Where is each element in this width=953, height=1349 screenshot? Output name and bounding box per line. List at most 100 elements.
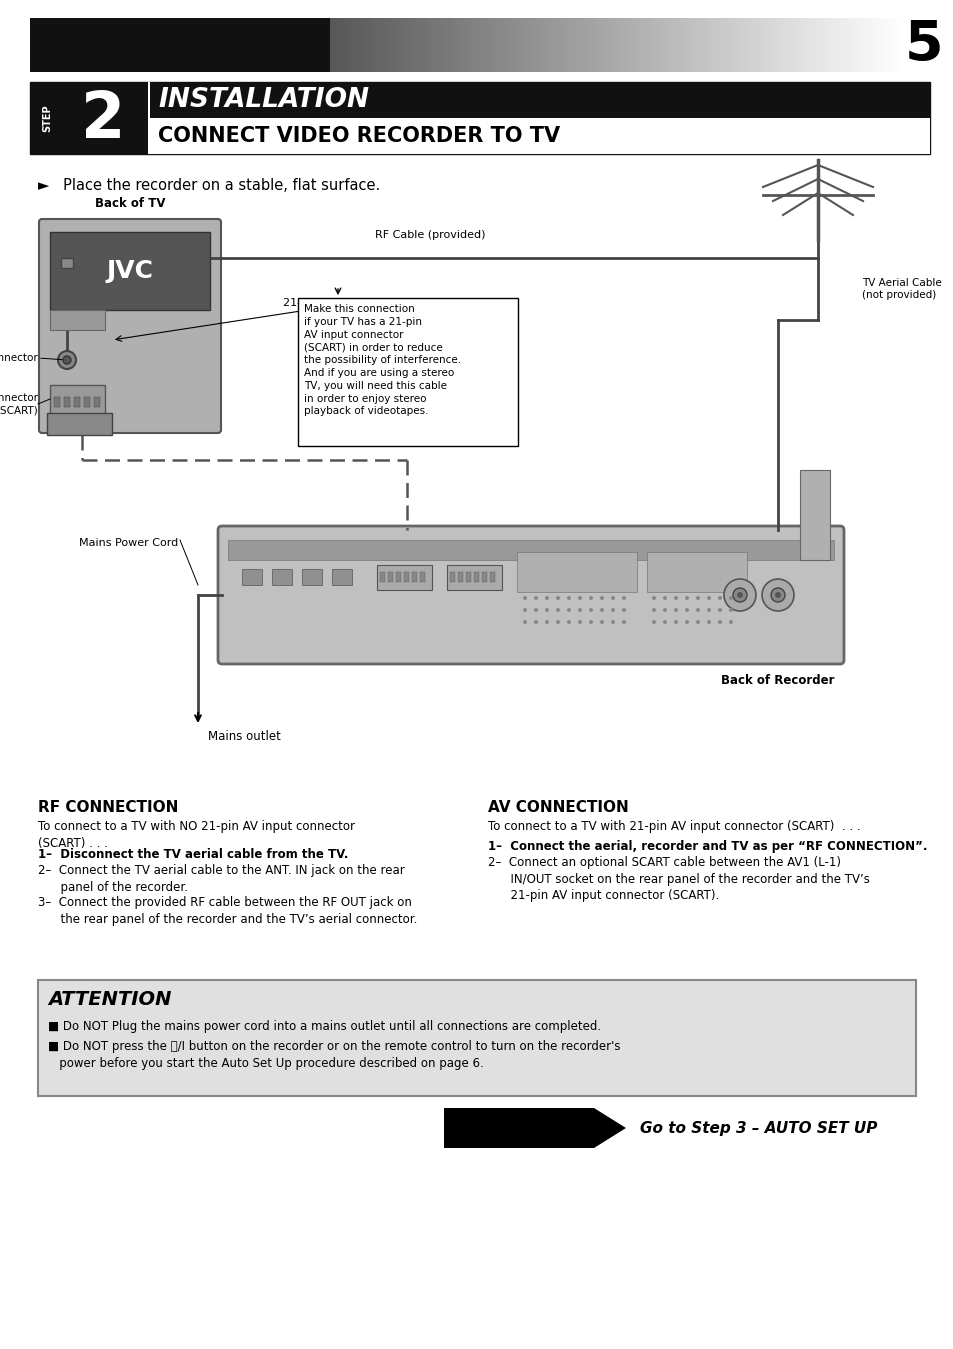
Text: Back of TV: Back of TV	[94, 197, 165, 210]
Text: 2–  Connect the TV aerial cable to the ANT. IN jack on the rear
      panel of t: 2– Connect the TV aerial cable to the AN…	[38, 863, 404, 893]
Circle shape	[662, 608, 666, 612]
Text: RF CONNECTION: RF CONNECTION	[38, 800, 178, 815]
Text: 3–  Connect the provided RF cable between the RF OUT jack on
      the rear pane: 3– Connect the provided RF cable between…	[38, 896, 417, 925]
Text: CONNECT VIDEO RECORDER TO TV: CONNECT VIDEO RECORDER TO TV	[158, 125, 559, 146]
Text: Aerial connector: Aerial connector	[0, 353, 38, 363]
Circle shape	[718, 596, 721, 600]
Circle shape	[696, 621, 700, 625]
Circle shape	[718, 608, 721, 612]
Bar	[74, 397, 80, 407]
Circle shape	[728, 608, 732, 612]
Bar	[50, 310, 105, 331]
Bar	[481, 572, 486, 581]
Circle shape	[58, 351, 76, 370]
Circle shape	[522, 621, 526, 625]
Circle shape	[662, 596, 666, 600]
Circle shape	[556, 621, 559, 625]
Circle shape	[706, 621, 710, 625]
Bar	[50, 384, 105, 415]
Bar	[474, 572, 478, 581]
Circle shape	[728, 621, 732, 625]
Bar	[379, 572, 385, 581]
Circle shape	[770, 588, 784, 602]
Circle shape	[621, 621, 625, 625]
Circle shape	[610, 596, 615, 600]
Bar	[302, 569, 322, 585]
Circle shape	[599, 621, 603, 625]
Bar	[148, 82, 150, 154]
Circle shape	[534, 608, 537, 612]
Bar	[84, 397, 90, 407]
Circle shape	[662, 621, 666, 625]
Circle shape	[578, 608, 581, 612]
Bar	[646, 552, 746, 592]
Text: INSTALLATION: INSTALLATION	[158, 86, 369, 113]
Circle shape	[544, 621, 548, 625]
Text: 21-pin SCART Cable (not provided): 21-pin SCART Cable (not provided)	[283, 298, 476, 308]
Bar	[30, 82, 929, 154]
Circle shape	[599, 596, 603, 600]
Bar	[94, 397, 100, 407]
Bar	[457, 572, 462, 581]
Bar	[465, 572, 471, 581]
Bar	[30, 18, 330, 71]
Bar	[412, 572, 416, 581]
Bar	[800, 469, 829, 560]
Circle shape	[566, 608, 571, 612]
FancyBboxPatch shape	[218, 526, 843, 664]
Circle shape	[63, 356, 71, 364]
Circle shape	[522, 608, 526, 612]
Text: 1–  Connect the aerial, recorder and TV as per “RF CONNECTION”.: 1– Connect the aerial, recorder and TV a…	[488, 840, 926, 853]
Text: RF Cable (provided): RF Cable (provided)	[375, 229, 485, 240]
Bar	[419, 572, 424, 581]
Circle shape	[578, 596, 581, 600]
Circle shape	[599, 608, 603, 612]
Text: Mains Power Cord: Mains Power Cord	[79, 538, 178, 548]
Circle shape	[544, 596, 548, 600]
Bar	[150, 117, 929, 154]
Bar	[64, 397, 70, 407]
Bar	[228, 540, 833, 560]
Circle shape	[673, 608, 678, 612]
Circle shape	[566, 596, 571, 600]
Text: ATTENTION: ATTENTION	[48, 990, 172, 1009]
Bar	[376, 565, 432, 590]
Bar	[388, 572, 393, 581]
Text: 1–  Disconnect the TV aerial cable from the TV.: 1– Disconnect the TV aerial cable from t…	[38, 849, 348, 861]
Bar	[272, 569, 292, 585]
Circle shape	[610, 621, 615, 625]
Circle shape	[610, 608, 615, 612]
Circle shape	[706, 608, 710, 612]
Circle shape	[651, 608, 656, 612]
Circle shape	[556, 608, 559, 612]
Circle shape	[588, 608, 593, 612]
Bar	[490, 572, 495, 581]
Bar	[38, 979, 915, 1095]
Text: STEP: STEP	[42, 104, 52, 132]
Bar	[150, 82, 929, 117]
FancyBboxPatch shape	[39, 219, 221, 433]
Text: ■ Do NOT Plug the mains power cord into a mains outlet until all connections are: ■ Do NOT Plug the mains power cord into …	[48, 1020, 600, 1033]
Circle shape	[588, 621, 593, 625]
Text: To connect to a TV with 21-pin AV input connector (SCART)  . . .: To connect to a TV with 21-pin AV input …	[488, 820, 860, 832]
Circle shape	[706, 596, 710, 600]
Circle shape	[723, 579, 755, 611]
Circle shape	[696, 608, 700, 612]
Text: Back of Recorder: Back of Recorder	[720, 674, 834, 687]
Circle shape	[696, 596, 700, 600]
Circle shape	[588, 596, 593, 600]
Circle shape	[522, 596, 526, 600]
Circle shape	[534, 596, 537, 600]
Text: ■ Do NOT press the ⏻/I button on the recorder or on the remote control to turn o: ■ Do NOT press the ⏻/I button on the rec…	[48, 1040, 619, 1070]
Circle shape	[651, 596, 656, 600]
Text: Mains outlet: Mains outlet	[208, 730, 280, 743]
Circle shape	[621, 596, 625, 600]
Circle shape	[566, 621, 571, 625]
Bar	[443, 1108, 594, 1148]
Bar	[61, 258, 73, 268]
Circle shape	[544, 608, 548, 612]
Polygon shape	[594, 1108, 625, 1148]
Text: 2: 2	[81, 89, 125, 151]
Circle shape	[534, 621, 537, 625]
Bar	[54, 397, 60, 407]
